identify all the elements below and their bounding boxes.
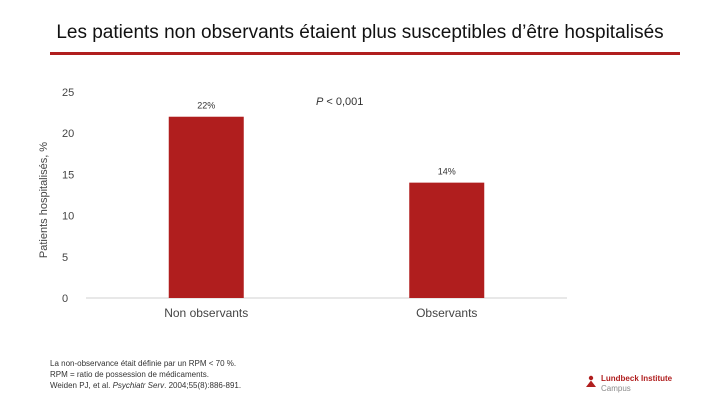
y-tick-label: 15 <box>62 169 74 181</box>
lundbeck-logo: Lundbeck Institute Campus <box>584 372 684 394</box>
slide-title: Les patients non observants étaient plus… <box>56 22 664 43</box>
title-divider <box>50 52 680 55</box>
y-tick-label: 25 <box>62 87 74 99</box>
y-tick-label: 0 <box>62 293 68 305</box>
p-value-symbol: P <box>316 96 324 108</box>
lundbeck-logo-icon <box>586 375 596 387</box>
reference-journal: Psychiatr Serv <box>112 381 165 390</box>
x-tick-label: Observants <box>416 306 477 320</box>
footnote-definition: La non-observance était définie par un R… <box>50 359 237 368</box>
logo-name: Lundbeck Institute <box>601 374 673 383</box>
logo-subtitle: Campus <box>601 384 631 393</box>
p-value-annotation: P < 0,001 <box>316 96 363 108</box>
bar <box>409 182 485 298</box>
y-tick-label: 5 <box>62 252 68 264</box>
data-label: 14% <box>438 167 456 177</box>
footnote-abbreviation: RPM = ratio de possession de médicaments… <box>50 370 209 379</box>
y-tick-label: 10 <box>62 211 74 223</box>
data-label: 22% <box>197 101 215 111</box>
reference-details: . 2004;55(8):886-891. <box>164 381 242 390</box>
bar <box>168 116 244 298</box>
y-tick-label: 20 <box>62 128 74 140</box>
footnote: La non-observance était définie par un R… <box>50 358 241 391</box>
p-value-text: < 0,001 <box>323 96 364 108</box>
footnote-reference: Weiden PJ, et al. Psychiatr Serv. 2004;5… <box>50 380 241 391</box>
y-axis-label: Patients hospitalisés, % <box>38 141 50 259</box>
reference-authors: Weiden PJ, et al. <box>50 381 113 390</box>
x-tick-label: Non observants <box>164 306 248 320</box>
